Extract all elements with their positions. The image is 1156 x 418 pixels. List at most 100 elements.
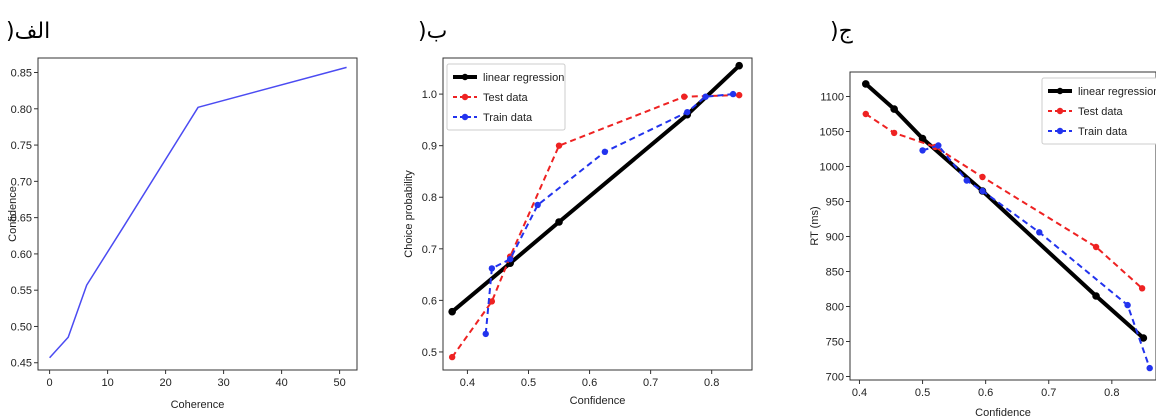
y-tick-label: 0.50 [11, 321, 32, 333]
legend-marker [1056, 127, 1064, 135]
x-tick-label: 0.6 [978, 387, 993, 399]
data-point [601, 148, 609, 156]
legend-label: Test data [1078, 106, 1124, 118]
legend-label: linear regression [483, 72, 564, 84]
series-line-test-data [865, 113, 1143, 290]
y-axis-label: RT (ms) [809, 206, 821, 245]
data-point [890, 105, 898, 113]
data-point [1092, 243, 1100, 251]
data-point [735, 61, 743, 70]
legend-label: Train data [1078, 126, 1128, 138]
y-tick-label: 750 [826, 337, 844, 349]
y-tick-label: 0.45 [11, 358, 32, 370]
x-tick-label: 0.8 [704, 377, 719, 389]
x-tick-label: 20 [159, 377, 171, 389]
data-point [684, 108, 691, 116]
x-tick-label: 10 [101, 377, 113, 389]
data-point [979, 187, 986, 195]
y-axis-label: Confidence [7, 186, 19, 242]
legend-marker [1056, 107, 1064, 115]
series-line-data [49, 66, 347, 359]
series-line-test-data [451, 94, 740, 358]
series-line-linear-regression [864, 82, 1145, 340]
data-point [1138, 285, 1146, 292]
y-tick-label: 850 [826, 267, 844, 279]
y-tick-label: 0.85 [11, 68, 32, 80]
legend: linear regression Test data Train data [446, 63, 566, 131]
legend-marker [1056, 87, 1064, 95]
x-tick-label: 30 [217, 377, 229, 389]
data-point [1092, 292, 1100, 300]
x-tick-label: 0.5 [915, 387, 930, 399]
data-point [861, 80, 870, 88]
y-tick-label: 950 [826, 197, 844, 209]
y-tick-label: 1100 [820, 92, 844, 104]
panel-label-c: )ج [830, 19, 854, 44]
charts-group: 0 10 20 30 40 50 0.45 0.50 0.55 0.60 0.65 0.70 0.75 0… [7, 57, 1156, 418]
y-tick-label: 0.80 [11, 104, 32, 116]
x-tick-label: 0.7 [643, 377, 658, 389]
series-line-train-data [484, 93, 734, 334]
x-tick-label: 0.6 [582, 377, 597, 389]
legend-label: Train data [483, 112, 533, 124]
data-point [555, 218, 563, 226]
legend-marker [461, 93, 469, 101]
data-point [862, 110, 869, 118]
data-point [702, 93, 709, 100]
data-point [1146, 364, 1153, 372]
x-tick-label: 0 [47, 377, 53, 389]
data-point [735, 91, 743, 99]
chart-panel-1: 0 10 20 30 40 50 0.45 0.50 0.55 0.60 0.65 0.70 0.75 0… [7, 57, 358, 411]
chart-panel-3: 0.4 0.5 0.6 0.7 0.8 700 750 800 850 900 950 1000 105… [809, 71, 1156, 418]
y-tick-label: 1000 [820, 162, 844, 174]
x-tick-label: 40 [275, 377, 287, 389]
panel-label-a: )الف [6, 19, 50, 44]
plot-series-group [49, 66, 347, 359]
data-point [1124, 301, 1131, 309]
legend-label: linear regression [1078, 86, 1156, 98]
legend-label: Test data [483, 92, 529, 104]
y-tick-label: 0.6 [422, 295, 437, 307]
y-tick-label: 700 [826, 372, 844, 384]
data-point [963, 177, 970, 184]
x-axis-label: Confidence [975, 407, 1031, 418]
y-axis-label: Choice probability [403, 170, 415, 258]
data-point [488, 265, 496, 272]
data-point [935, 142, 942, 149]
y-tick-label: 1050 [820, 127, 844, 139]
data-point [918, 134, 927, 143]
legend-box [1041, 77, 1156, 145]
x-axis-label: Coherence [171, 399, 225, 411]
data-point [681, 93, 688, 100]
y-tick-label: 0.55 [11, 285, 32, 297]
data-point [1036, 229, 1043, 236]
y-tick-label: 0.75 [11, 140, 32, 152]
plot-series-group [448, 61, 743, 361]
data-point [1139, 334, 1148, 342]
y-tick-label: 800 [826, 302, 844, 314]
y-tick-label: 900 [826, 232, 844, 244]
data-point [890, 129, 898, 137]
y-tick-label: 0.7 [422, 244, 437, 256]
plot-frame [37, 57, 358, 371]
data-point [919, 147, 926, 154]
panel-label-b: )ب [418, 19, 447, 44]
legend-marker [461, 73, 469, 81]
x-tick-label: 0.7 [1041, 387, 1056, 399]
data-point [534, 201, 541, 209]
x-tick-label: 0.4 [460, 377, 475, 389]
x-axis-label: Confidence [570, 395, 626, 407]
data-point [448, 307, 456, 316]
plot-series-group [861, 80, 1153, 372]
y-tick-label: 0.70 [11, 176, 32, 188]
data-point [448, 353, 456, 361]
data-point [506, 255, 514, 263]
y-tick-label: 0.8 [422, 192, 437, 204]
data-point [555, 142, 563, 149]
x-tick-label: 0.5 [521, 377, 536, 389]
x-tick-label: 50 [333, 377, 345, 389]
chart-panel-2: 0.4 0.5 0.6 0.7 0.8 0.5 0.6 0.7 0.8 0.9 1.0 Confide… [403, 57, 753, 407]
y-tick-label: 0.60 [11, 249, 32, 261]
x-tick-label: 0.8 [1104, 387, 1119, 399]
